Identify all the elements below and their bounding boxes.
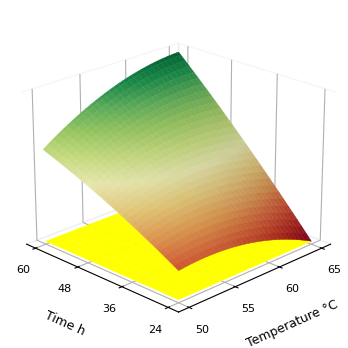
Y-axis label: Time h: Time h: [43, 309, 87, 338]
X-axis label: Temperature °C: Temperature °C: [245, 298, 340, 348]
